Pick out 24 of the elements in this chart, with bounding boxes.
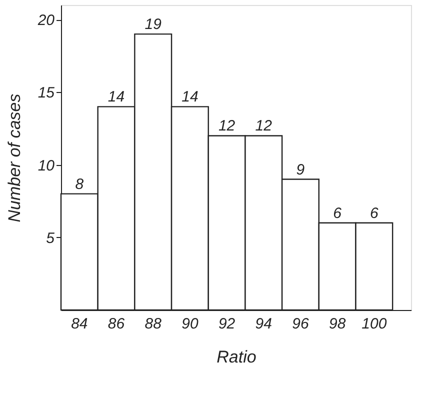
data-label: 19 [144, 16, 162, 34]
x-tick-label: 98 [328, 316, 346, 332]
y-tick-label: 10 [38, 157, 56, 174]
data-label: 6 [370, 204, 379, 222]
x-tick-label: 94 [255, 316, 272, 332]
y-axis-title: Number of cases [4, 93, 24, 222]
x-tick-label: 86 [108, 316, 126, 332]
data-label: 14 [182, 88, 198, 106]
x-tick-label: 92 [218, 316, 236, 332]
x-tick-label: 90 [182, 316, 199, 332]
data-label: 14 [108, 88, 125, 106]
x-tick-label: 84 [71, 316, 88, 332]
y-tick-label: 5 [46, 230, 56, 247]
x-tick-label: 100 [362, 316, 388, 332]
data-label: 8 [75, 176, 84, 193]
y-tick-label: 20 [36, 12, 56, 30]
x-tick-label: 96 [292, 316, 310, 332]
data-label: 6 [333, 204, 342, 222]
data-label: 12 [218, 118, 236, 135]
x-tick-label: 88 [144, 316, 162, 332]
data-label: 9 [296, 161, 306, 178]
y-tick-label: 15 [38, 84, 56, 102]
x-axis-title: Ratio [216, 348, 256, 366]
data-label: 12 [255, 118, 273, 135]
